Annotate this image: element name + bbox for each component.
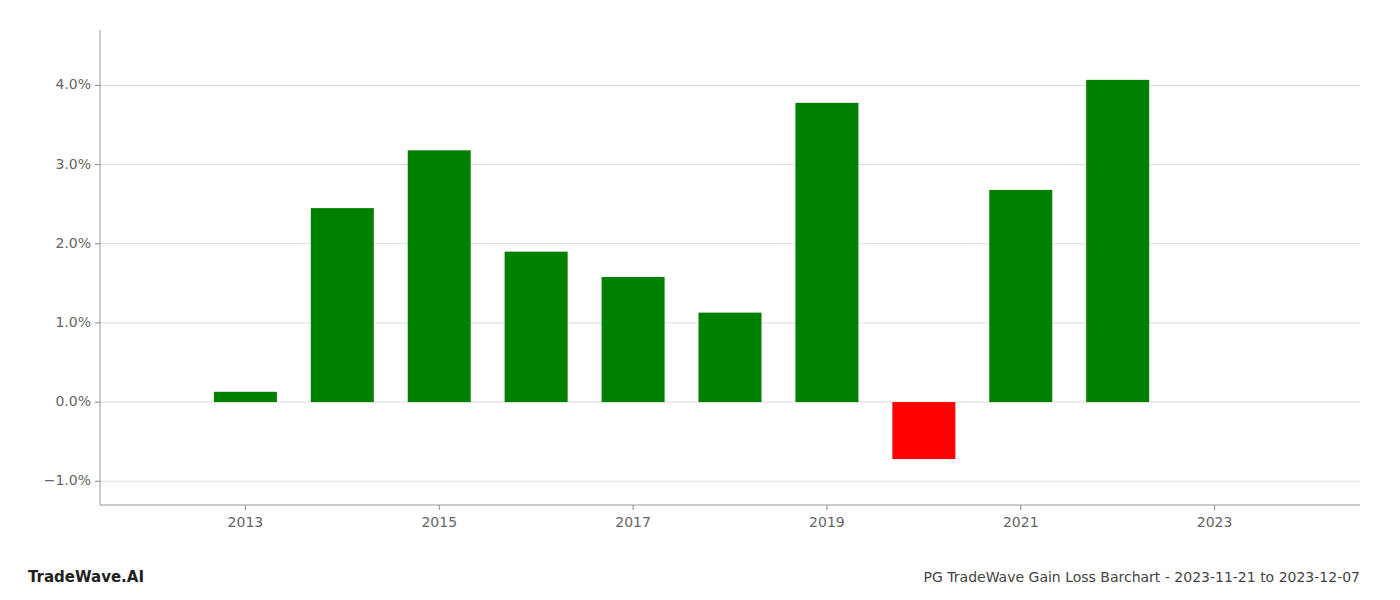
grid-line xyxy=(100,164,1360,165)
y-tick xyxy=(95,164,100,165)
y-axis-line xyxy=(100,30,101,505)
x-tick-label: 2023 xyxy=(1197,514,1233,530)
y-tick xyxy=(95,402,100,403)
y-tick-label: 2.0% xyxy=(55,235,91,251)
bar xyxy=(699,313,762,402)
y-tick-label: 0.0% xyxy=(55,393,91,409)
bar xyxy=(408,150,471,402)
y-tick-label: 1.0% xyxy=(55,314,91,330)
title: PG TradeWave Gain Loss Barchart - 2023-1… xyxy=(924,569,1360,585)
y-axis: −1.0% 0.0% 1.0% 2.0% 3.0% 4.0% xyxy=(44,76,100,488)
bar xyxy=(214,392,277,402)
x-axis-line xyxy=(100,505,1360,506)
bar xyxy=(505,252,568,402)
x-tick-label: 2015 xyxy=(421,514,457,530)
y-tick xyxy=(95,85,100,86)
page: {"chart_data": {"type": "bar", "title": … xyxy=(0,0,1400,600)
bar xyxy=(795,103,858,402)
x-tick xyxy=(1214,505,1215,510)
x-tick-label: 2021 xyxy=(1003,514,1039,530)
bar xyxy=(1086,80,1149,402)
y-tick-label: 4.0% xyxy=(55,76,91,92)
y-tick xyxy=(95,322,100,323)
grid-line xyxy=(100,243,1360,244)
x-tick xyxy=(826,505,827,510)
x-tick xyxy=(439,505,440,510)
grid-line xyxy=(100,85,1360,86)
y-tick-label: −1.0% xyxy=(44,472,91,488)
y-tick xyxy=(95,481,100,482)
chart-container: −1.0%0.0%1.0%2.0%3.0%4.0%201320152017201… xyxy=(0,0,1400,600)
x-tick-label: 2017 xyxy=(615,514,651,530)
bar xyxy=(602,277,665,402)
x-tick xyxy=(633,505,634,510)
bars xyxy=(214,80,1149,459)
x-tick xyxy=(1020,505,1021,510)
y-tick-label: 3.0% xyxy=(55,156,91,172)
x-tick xyxy=(245,505,246,510)
x-tick-label: 2019 xyxy=(809,514,845,530)
bar xyxy=(892,402,955,459)
bar xyxy=(989,190,1052,402)
bar xyxy=(311,208,374,402)
grid xyxy=(100,85,1360,481)
x-axis: 2013 2015 2017 2019 2021 2023 xyxy=(228,505,1233,530)
grid-line xyxy=(100,481,1360,482)
chart: −1.0%0.0%1.0%2.0%3.0%4.0%201320152017201… xyxy=(0,0,1400,600)
y-tick xyxy=(95,243,100,244)
x-tick-label: 2013 xyxy=(228,514,264,530)
watermark: TradeWave.AI xyxy=(28,568,144,586)
